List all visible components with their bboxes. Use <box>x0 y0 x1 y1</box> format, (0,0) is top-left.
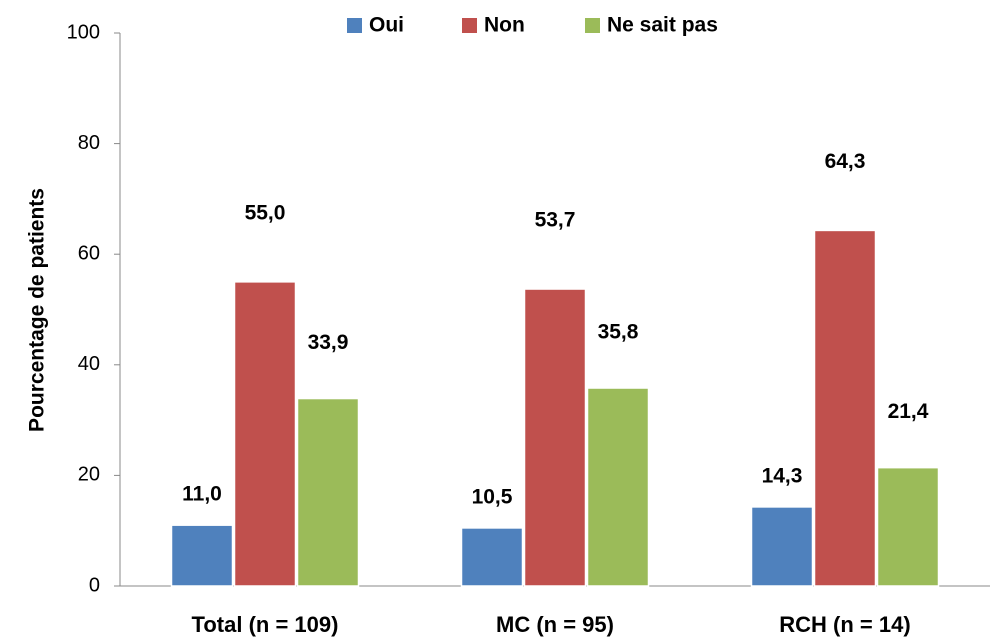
y-tick-label: 60 <box>78 242 100 264</box>
value-label: 21,4 <box>888 400 929 423</box>
legend-label: Ne sait pas <box>607 14 718 37</box>
y-tick-label: 40 <box>78 353 100 375</box>
legend-swatch <box>585 18 600 33</box>
y-axis-title: Pourcentage de patients <box>26 188 49 432</box>
bar <box>523 288 587 587</box>
y-tick-label: 100 <box>67 21 100 43</box>
value-label: 64,3 <box>825 150 866 173</box>
value-label: 33,9 <box>308 331 349 354</box>
x-tick-label: RCH (n = 14) <box>779 612 910 637</box>
value-label: 55,0 <box>245 201 286 224</box>
value-label: 14,3 <box>762 464 803 487</box>
legend-swatch <box>347 18 362 33</box>
y-tick-label: 20 <box>78 464 100 486</box>
legend-label: Oui <box>369 14 404 37</box>
bar <box>586 387 650 587</box>
value-label: 11,0 <box>182 483 222 506</box>
bar <box>233 281 297 587</box>
y-tick-label: 80 <box>78 132 100 154</box>
y-tick-label: 0 <box>89 574 100 596</box>
value-label: 10,5 <box>472 485 513 508</box>
legend-swatch <box>462 18 477 33</box>
bar <box>460 527 524 587</box>
bar <box>813 229 877 587</box>
legend-label: Non <box>484 14 525 37</box>
bar <box>170 524 234 587</box>
bar <box>296 397 360 587</box>
value-label: 35,8 <box>598 321 639 344</box>
bar <box>876 466 940 587</box>
x-tick-label: MC (n = 95) <box>496 612 614 637</box>
value-label: 53,7 <box>535 209 576 232</box>
x-tick-label: Total (n = 109) <box>192 612 339 637</box>
bar <box>750 506 814 587</box>
